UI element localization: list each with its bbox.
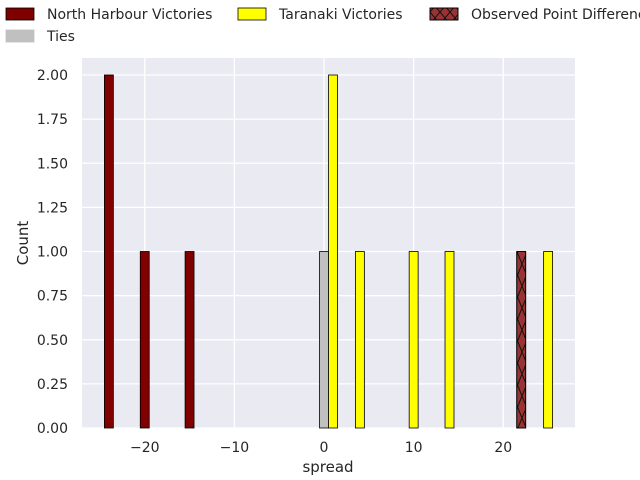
legend-swatch — [5, 29, 35, 43]
x-tick-label: 10 — [405, 440, 423, 456]
legend-swatch — [237, 7, 267, 21]
y-tick-label: 2.00 — [37, 68, 68, 84]
y-axis-label: Count — [14, 221, 32, 266]
histogram-bar — [319, 251, 329, 429]
x-tick-label: 0 — [320, 440, 329, 456]
legend-label: North Harbour Victories — [47, 7, 212, 23]
y-tick-label: 1.00 — [37, 245, 68, 261]
bar-hatch-overlay — [516, 251, 527, 429]
x-tick-label: −20 — [130, 440, 160, 456]
histogram-bar — [104, 74, 114, 429]
bars-group — [104, 74, 553, 429]
legend-item: Observed Point Difference — [429, 7, 640, 23]
histogram-bar — [139, 251, 150, 429]
legend-item: Ties — [5, 29, 75, 45]
y-tick-label: 0.25 — [37, 377, 68, 393]
legend-label: Ties — [46, 29, 75, 45]
y-tick-label: 0.50 — [37, 333, 68, 349]
histogram-bar — [354, 251, 365, 429]
y-tick-label: 0.75 — [37, 289, 68, 305]
histogram-bar — [543, 251, 553, 429]
y-tick-label: 1.75 — [37, 112, 68, 128]
y-tick-label: 0.00 — [37, 421, 68, 437]
y-tick-label: 1.25 — [37, 200, 68, 216]
legend: North Harbour Victories Taranaki Victorie… — [5, 7, 640, 45]
histogram-bar — [328, 74, 338, 429]
y-tick-labels: 0.00 0.25 0.50 0.75 1.00 1.25 1.50 1.75 2.00 — [37, 68, 68, 437]
legend-label: Taranaki Victories — [278, 7, 403, 23]
legend-item: North Harbour Victories — [5, 7, 212, 23]
x-tick-label: 20 — [494, 440, 512, 456]
legend-swatch-hatch — [429, 7, 459, 21]
x-tick-label: −10 — [220, 440, 250, 456]
legend-label: Observed Point Difference — [471, 7, 640, 23]
histogram-bar — [184, 251, 195, 429]
x-axis-label: spread — [302, 458, 353, 476]
x-tick-labels: −20 −10 0 10 20 — [130, 440, 512, 456]
legend-item: Taranaki Victories — [237, 7, 403, 23]
legend-swatch — [5, 7, 35, 21]
histogram-bar — [444, 251, 455, 429]
histogram-bar — [408, 251, 419, 429]
y-tick-label: 1.50 — [37, 156, 68, 172]
